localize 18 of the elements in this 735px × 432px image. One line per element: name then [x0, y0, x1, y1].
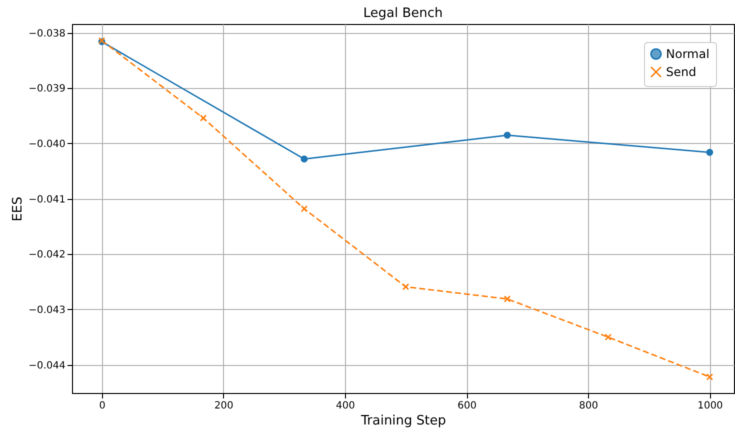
legend-label: Send	[666, 65, 696, 79]
legend-label: Normal	[666, 47, 710, 61]
x-axis-title: Training Step	[360, 414, 446, 428]
y-axis-title: EES	[10, 196, 26, 222]
x-tick-label: 400	[336, 400, 355, 412]
y-tick-label: −0.040	[28, 138, 66, 150]
x-tick-label: 800	[579, 400, 598, 412]
x-tick-label: 0	[99, 400, 106, 412]
y-tick-label: −0.043	[28, 304, 66, 316]
x-tick-label: 1000	[697, 400, 723, 412]
y-tick-label: −0.044	[28, 360, 66, 372]
y-tick-label: −0.041	[28, 194, 66, 206]
y-tick-label: −0.038	[28, 28, 66, 40]
chart-title: Legal Bench	[363, 6, 443, 21]
x-tick-label: 200	[214, 400, 234, 412]
y-tick-label: −0.042	[28, 250, 66, 261]
y-tick-label: −0.039	[28, 84, 66, 95]
x-tick-label: 600	[457, 400, 477, 412]
